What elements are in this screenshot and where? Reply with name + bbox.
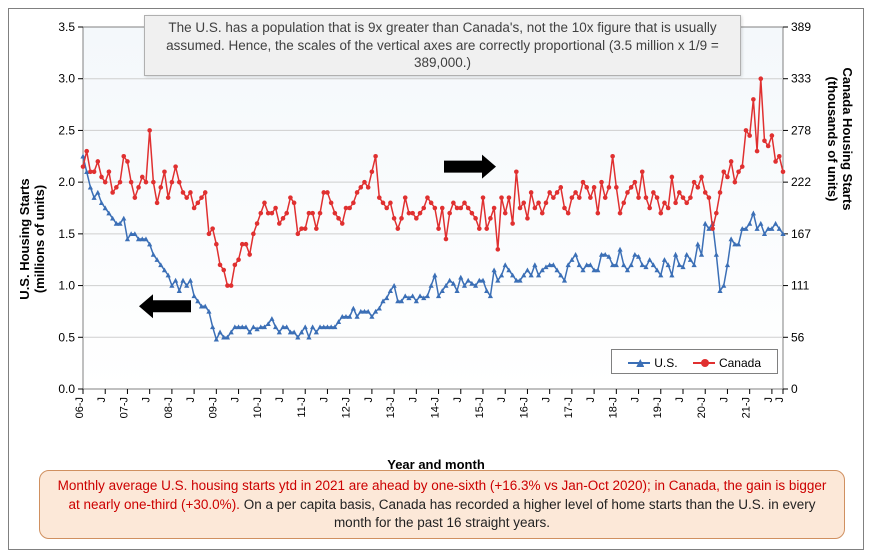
svg-text:J: J [363,397,375,403]
svg-text:13-J: 13-J [385,397,397,418]
legend-us-label: U.S. [654,356,677,370]
svg-text:19-J: 19-J [652,397,664,418]
svg-text:3.5: 3.5 [58,20,75,34]
svg-text:2.0: 2.0 [58,175,75,189]
svg-text:111: 111 [791,279,810,293]
svg-text:J: J [452,397,464,403]
svg-text:J: J [630,397,642,403]
svg-text:J: J [185,397,197,403]
svg-text:J: J [496,397,508,403]
svg-text:15-J: 15-J [474,397,486,418]
legend-canada-label: Canada [719,356,761,370]
top-annotation: The U.S. has a population that is 9x gre… [144,15,741,76]
bottom-annotation-black: On a per capita basis, Canada has record… [244,497,816,530]
svg-text:J: J [541,397,553,403]
top-annotation-text: The U.S. has a population that is 9x gre… [166,20,719,70]
svg-text:389: 389 [791,20,811,34]
svg-text:167: 167 [791,227,811,241]
svg-text:J: J [407,397,419,403]
svg-text:J: J [318,397,330,403]
svg-text:10-J: 10-J [252,397,264,418]
svg-text:21-J: 21-J [741,397,753,418]
svg-text:18-J: 18-J [607,397,619,418]
svg-text:J: J [585,397,597,403]
svg-text:J: J [141,397,153,403]
svg-text:09-J: 09-J [207,397,219,418]
svg-text:56: 56 [791,330,805,344]
left-axis-title: U.S. Housing Starts (millions of units) [17,139,47,339]
svg-text:3.0: 3.0 [58,72,75,86]
svg-text:20-J: 20-J [696,397,708,418]
svg-text:0: 0 [791,382,798,396]
housing-starts-chart: The U.S. has a population that is 9x gre… [8,8,864,550]
svg-text:1.0: 1.0 [58,279,75,293]
svg-text:2.5: 2.5 [58,123,75,137]
bottom-annotation: Monthly average U.S. housing starts ytd … [39,470,845,539]
svg-text:0.0: 0.0 [58,382,75,396]
legend: U.S. Canada [611,349,778,374]
svg-text:08-J: 08-J [163,397,175,418]
plot-area: 0.0 0 0.5 56 1.0 111 1.5 167 2.0 222 2.5 278 3.0 333 3… [9,9,863,479]
svg-text:07-J: 07-J [118,397,130,418]
svg-text:J: J [674,397,686,403]
svg-text:222: 222 [791,175,811,189]
svg-text:J: J [774,397,786,403]
svg-text:1.5: 1.5 [58,227,75,241]
svg-text:278: 278 [791,123,811,137]
svg-text:06-J: 06-J [74,397,86,418]
svg-text:12-J: 12-J [341,397,353,418]
right-axis-title: Canada Housing Starts (thousands of unit… [825,39,855,239]
svg-text:333: 333 [791,72,811,86]
svg-text:17-J: 17-J [563,397,575,418]
svg-text:14-J: 14-J [430,397,442,418]
svg-text:11-J: 11-J [296,397,308,418]
legend-us: U.S. [628,356,677,370]
legend-canada: Canada [693,356,761,370]
svg-text:J: J [274,397,286,403]
svg-text:J: J [96,397,108,403]
svg-text:16-J: 16-J [518,397,530,418]
svg-text:J: J [718,397,730,403]
svg-text:0.5: 0.5 [58,330,75,344]
svg-text:J: J [230,397,242,403]
